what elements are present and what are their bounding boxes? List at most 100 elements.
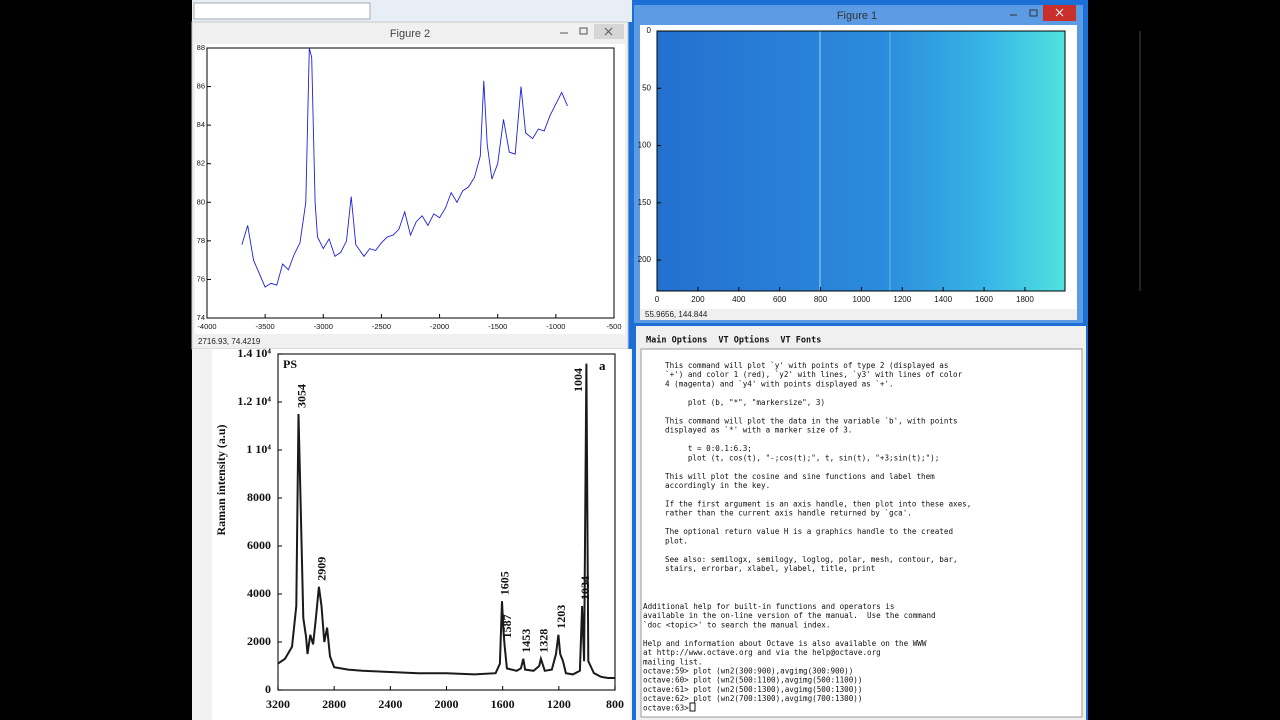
x-tick-label: -3500: [256, 322, 275, 331]
y-tick-label: 2000: [247, 634, 271, 648]
peak-label: 1004: [571, 368, 585, 392]
peak-label: 3054: [294, 384, 308, 408]
figure-canvas: [195, 44, 625, 334]
window-title: Figure 1: [837, 10, 877, 22]
console-line: octave:62> plot (wn2(700:1300),avgimg(70…: [643, 694, 862, 703]
x-tick-label: 3200: [266, 697, 290, 711]
x-tick-label: 2800: [322, 697, 346, 711]
console-line: Additional help for built-in functions a…: [643, 602, 894, 611]
help-line: See also: semilogx, semilogy, loglog, po…: [665, 555, 958, 564]
x-tick-label: 2000: [435, 697, 459, 711]
peak-label: 1034: [578, 576, 592, 600]
x-tick-label: -1500: [488, 322, 507, 331]
x-tick-label: -4000: [197, 322, 216, 331]
console-line: `doc <topic>' to search the manual index…: [643, 620, 830, 629]
text-box[interactable]: [193, 2, 371, 20]
peak-label: 2909: [315, 557, 329, 581]
y-tick-label: 50: [642, 83, 651, 92]
y-tick-label: 88: [197, 43, 205, 52]
y-tick-label: 200: [638, 255, 652, 264]
help-line: plot (t, cos(t), "-;cos(t);", t, sin(t),…: [665, 453, 939, 462]
peak-label: 1453: [519, 629, 533, 653]
help-line: t = 0:0.1:6.3;: [665, 444, 752, 453]
console-line: mailing list.: [643, 657, 702, 666]
y-tick-label: 80: [197, 197, 205, 206]
y-tick-label: 0: [647, 26, 652, 35]
x-tick-label: 1600: [491, 697, 515, 711]
y-axis-label: Raman intensity (a.u): [214, 424, 228, 535]
status-bar: 2716.93, 74.4219: [198, 337, 261, 346]
terminal-body: [640, 348, 1083, 718]
x-tick-label: 2400: [378, 697, 402, 711]
status-area: [640, 309, 1077, 320]
peak-label: 1203: [554, 605, 568, 629]
x-tick-label: -3000: [314, 322, 333, 331]
status-bar: 55.9656, 144.844: [645, 310, 708, 319]
menu-item[interactable]: VT Options: [718, 335, 769, 346]
x-tick-label: 1400: [934, 295, 952, 304]
y-tick-label: 74: [197, 313, 205, 322]
y-tick-label: 1.2 10⁴: [237, 394, 271, 408]
corner-label: PS: [283, 357, 297, 371]
x-tick-label: 800: [814, 295, 828, 304]
help-line: rather than the current axis handle retu…: [665, 509, 912, 518]
help-line: This command will plot the data in the v…: [665, 416, 958, 425]
x-tick-label: 600: [773, 295, 787, 304]
help-line: `+') and color 1 (red), `y2' with lines,…: [665, 370, 963, 379]
window-buttons[interactable]: [1010, 5, 1076, 21]
y-tick-label: 6000: [247, 538, 271, 552]
console-line: available in the on-line version of the …: [643, 611, 936, 620]
x-tick-label: -1000: [546, 322, 565, 331]
menu-bar: Main Options VT Options VT Fonts: [646, 335, 821, 346]
console-line: at http://www.octave.org and via the hel…: [643, 648, 881, 657]
console-line: octave:63>: [643, 703, 693, 712]
menu-item[interactable]: Main Options: [646, 335, 707, 346]
data-line: [277, 363, 615, 679]
console-line: octave:59> plot (wn2(300:900),avgimg(300…: [643, 667, 853, 676]
help-line: stairs, errorbar, xlabel, ylabel, title,…: [665, 564, 875, 573]
peak-label: 1605: [498, 571, 512, 595]
help-line: If the first argument is an axis handle,…: [665, 500, 971, 509]
window-title: Figure 2: [390, 28, 430, 40]
y-tick-label: 1 10⁴: [246, 442, 271, 456]
image-data: [657, 31, 1065, 291]
y-tick-label: 1.4 10⁴: [237, 346, 271, 360]
x-tick-label: 200: [691, 295, 705, 304]
x-tick-label: -2000: [430, 322, 449, 331]
console-line: Help and information about Octave is als…: [643, 639, 927, 648]
y-tick-label: 76: [197, 274, 205, 283]
help-line: The optional return value H is a graphic…: [665, 527, 953, 536]
help-line: This will plot the cosine and sine funct…: [665, 472, 935, 481]
corner-label: a: [599, 358, 606, 373]
scan-image: [212, 349, 630, 720]
y-tick-label: 150: [638, 198, 652, 207]
help-line: displayed as `*' with a marker size of 3…: [665, 426, 852, 435]
window-buttons[interactable]: [560, 24, 624, 39]
help-line: This command will plot `y' with points o…: [665, 361, 948, 370]
x-tick-label: -500: [606, 322, 621, 331]
y-tick-label: 100: [638, 141, 652, 150]
x-tick-label: 1000: [853, 295, 871, 304]
data-line: [241, 47, 568, 288]
y-tick-label: 0: [265, 682, 271, 696]
x-tick-label: 1600: [975, 295, 993, 304]
help-line: 4 (magenta) and `y4' with points display…: [665, 379, 894, 388]
cursor: [689, 702, 696, 712]
x-tick-label: 400: [732, 295, 746, 304]
console-line: octave:61> plot (wn2(500:1300),avgimg(50…: [643, 685, 862, 694]
help-line: plot.: [665, 536, 688, 545]
peak-label: 1587: [500, 614, 514, 638]
x-tick-label: 0: [655, 295, 660, 304]
y-tick-label: 86: [197, 82, 205, 91]
console-line: octave:60> plot (wn2(500:1100),avgimg(50…: [643, 676, 862, 685]
x-tick-label: 1200: [893, 295, 911, 304]
x-tick-label: 1200: [547, 697, 571, 711]
help-line: accordingly in the key.: [665, 481, 770, 490]
menu-item[interactable]: VT Fonts: [780, 336, 821, 346]
y-tick-label: 82: [197, 159, 205, 168]
x-tick-label: 1800: [1016, 295, 1034, 304]
y-tick-label: 4000: [247, 586, 271, 600]
x-tick-label: 800: [606, 697, 624, 711]
